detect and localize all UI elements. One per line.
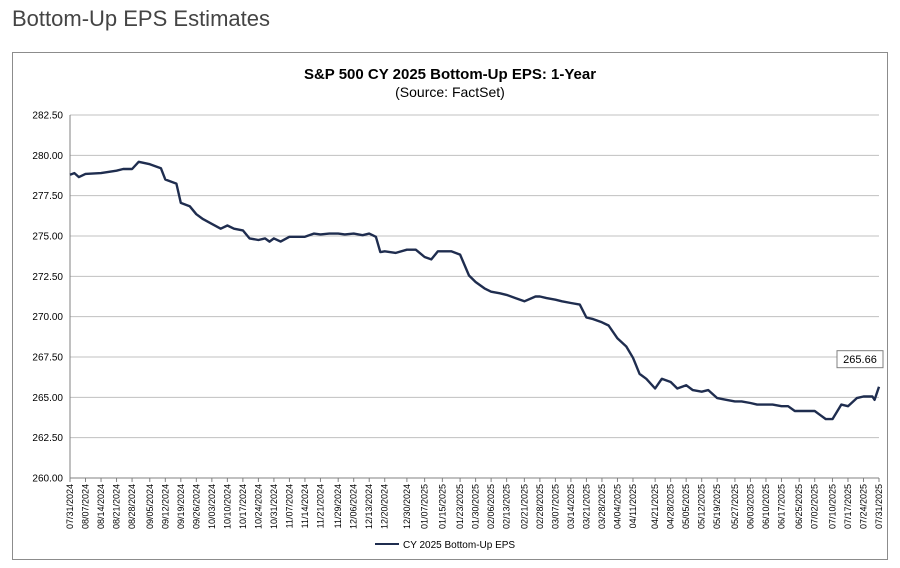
gridlines [69, 114, 879, 479]
x-tick-label: 09/19/2024 [176, 484, 186, 529]
x-tick-label: 02/06/2025 [486, 484, 496, 529]
x-tick-label: 01/23/2025 [455, 484, 465, 529]
x-tick-label: 12/06/2024 [349, 484, 359, 529]
x-tick-label: 07/31/2024 [65, 484, 75, 529]
chart-title: S&P 500 CY 2025 Bottom-Up EPS: 1-Year [304, 66, 596, 83]
x-axis-ticks: 07/31/2024 08/07/2024 08/14/2024 08/21/2024… [65, 478, 884, 529]
eps-line-chart: S&P 500 CY 2025 Bottom-Up EPS: 1-Year (S… [32, 66, 884, 551]
x-tick-label: 12/20/2024 [380, 484, 390, 529]
legend-label: CY 2025 Bottom-Up EPS [403, 540, 515, 551]
y-tick-label: 280.00 [32, 151, 63, 162]
x-tick-label: 07/17/2025 [843, 484, 853, 529]
x-tick-label: 04/11/2025 [628, 484, 638, 528]
annotation-box [836, 350, 884, 369]
x-tick-label: 01/30/2025 [471, 484, 481, 529]
x-tick-label: 04/04/2025 [612, 484, 622, 529]
series-line-cy2025-eps [69, 160, 881, 421]
x-tick-label: 01/15/2025 [437, 484, 447, 529]
x-tick-label: 07/02/2025 [810, 484, 820, 529]
y-tick-label: 267.50 [32, 353, 63, 364]
x-tick-label: 07/31/2025 [874, 484, 884, 529]
x-tick-label: 12/13/2024 [364, 484, 374, 529]
x-tick-label: 06/17/2025 [776, 484, 786, 529]
x-tick-label: 10/10/2024 [222, 484, 232, 529]
y-tick-label: 262.50 [32, 433, 63, 444]
y-tick-label: 275.00 [32, 232, 63, 243]
x-tick-label: 12/30/2024 [402, 484, 412, 529]
x-tick-label: 03/21/2025 [581, 484, 591, 529]
x-tick-label: 10/03/2024 [207, 484, 217, 529]
chart-subtitle: (Source: FactSet) [395, 84, 505, 100]
x-tick-label: 09/05/2024 [145, 484, 155, 529]
y-tick-label: 272.50 [32, 272, 63, 283]
x-tick-label: 11/07/2024 [284, 484, 294, 528]
x-tick-label: 08/28/2024 [127, 484, 137, 529]
y-tick-label: 265.00 [32, 393, 63, 404]
x-tick-label: 08/07/2024 [81, 484, 91, 529]
x-tick-label: 11/29/2024 [333, 484, 343, 528]
x-tick-label: 06/03/2025 [745, 484, 755, 529]
x-tick-label: 04/21/2025 [650, 484, 660, 529]
x-tick-label: 03/07/2025 [550, 484, 560, 529]
x-tick-label: 05/12/2025 [697, 484, 707, 529]
x-tick-label: 04/28/2025 [666, 484, 676, 529]
x-tick-label: 09/12/2024 [160, 484, 170, 529]
x-tick-label: 02/21/2025 [519, 484, 529, 529]
annotation-label: 265.66 [843, 354, 877, 366]
x-tick-label: 08/14/2024 [96, 484, 106, 529]
x-tick-label: 03/28/2025 [597, 484, 607, 529]
x-tick-label: 01/07/2025 [420, 484, 430, 529]
x-tick-label: 08/21/2024 [112, 484, 122, 529]
x-tick-label: 07/10/2025 [827, 484, 837, 529]
x-tick-label: 10/24/2024 [253, 484, 263, 529]
x-tick-label: 02/13/2025 [502, 484, 512, 529]
page-title: Bottom-Up EPS Estimates [12, 6, 270, 31]
x-tick-label: 10/31/2024 [269, 484, 279, 529]
annotation-layer: 265.66 [836, 350, 884, 369]
y-tick-label: 282.50 [32, 111, 63, 122]
y-axis-ticks: 260.00 262.50 265.00 267.50 270.00 272.50 275.… [32, 111, 63, 485]
x-tick-label: 07/24/2025 [858, 484, 868, 529]
x-tick-label: 11/21/2024 [315, 484, 325, 528]
y-tick-label: 260.00 [32, 474, 63, 485]
x-tick-label: 11/14/2024 [300, 484, 310, 528]
legend: CY 2025 Bottom-Up EPS [375, 540, 515, 551]
x-tick-label: 06/25/2025 [794, 484, 804, 529]
x-tick-label: 05/27/2025 [730, 484, 740, 529]
x-tick-label: 06/10/2025 [761, 484, 771, 529]
x-tick-label: 05/05/2025 [681, 484, 691, 529]
y-tick-label: 277.50 [32, 191, 63, 202]
x-tick-label: 03/14/2025 [566, 484, 576, 529]
y-tick-label: 270.00 [32, 312, 63, 323]
series-layer [69, 160, 881, 421]
x-tick-label: 09/26/2024 [191, 484, 201, 529]
chart-frame: S&P 500 CY 2025 Bottom-Up EPS: 1-Year (S… [12, 52, 888, 560]
x-tick-label: 10/17/2024 [238, 484, 248, 529]
x-tick-label: 02/28/2025 [535, 484, 545, 529]
x-tick-label: 05/19/2025 [712, 484, 722, 529]
